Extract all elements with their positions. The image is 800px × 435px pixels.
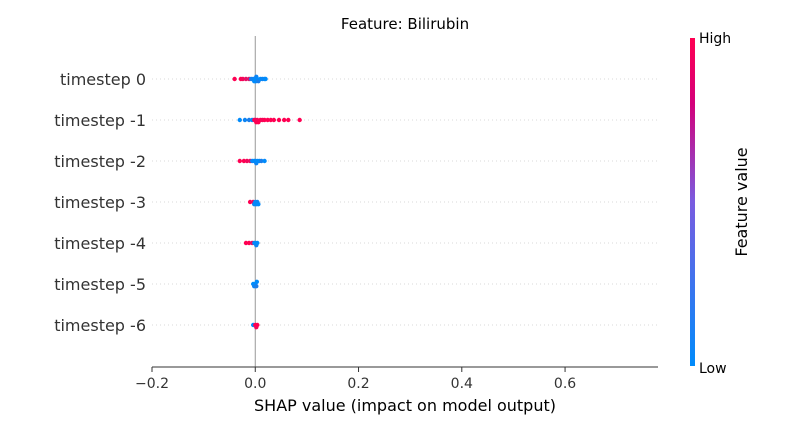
data-point bbox=[246, 240, 252, 246]
data-point bbox=[243, 76, 249, 82]
data-point bbox=[255, 240, 260, 246]
data-point bbox=[297, 117, 302, 123]
row-guides bbox=[152, 78, 658, 326]
data-point bbox=[263, 76, 268, 82]
data-point bbox=[286, 117, 291, 123]
series-points bbox=[251, 322, 260, 330]
data-point bbox=[243, 240, 249, 246]
colorbar bbox=[690, 38, 695, 366]
data-point bbox=[254, 279, 260, 284]
data-point bbox=[276, 117, 282, 123]
colorbar-low-label: Low bbox=[699, 361, 727, 377]
x-tick-label: 0.2 bbox=[347, 376, 369, 392]
data-point bbox=[255, 322, 260, 328]
x-tick-label: 0.0 bbox=[244, 376, 266, 392]
y-tick-label: timestep -2 bbox=[54, 152, 146, 171]
data-point bbox=[241, 158, 247, 164]
series-points bbox=[237, 158, 267, 166]
series-points bbox=[232, 74, 268, 84]
x-tick-label: 0.6 bbox=[554, 376, 576, 392]
chart-title: Feature: Bilirubin bbox=[341, 15, 469, 33]
x-tick-labels: −0.2 0.0 0.2 0.4 0.6 bbox=[135, 367, 576, 392]
y-tick-label: timestep 0 bbox=[60, 70, 146, 89]
y-tick-label: timestep -1 bbox=[54, 111, 146, 130]
data-point bbox=[265, 117, 270, 123]
x-axis-label: SHAP value (impact on model output) bbox=[254, 396, 556, 415]
y-tick-label: timestep -3 bbox=[54, 193, 146, 212]
series-points bbox=[243, 240, 260, 248]
data-point bbox=[268, 117, 273, 123]
data-point bbox=[262, 158, 267, 164]
data-point bbox=[237, 158, 242, 164]
data-point bbox=[244, 158, 250, 164]
data-point bbox=[256, 202, 261, 207]
data-point bbox=[237, 117, 242, 123]
data-point bbox=[232, 76, 237, 82]
y-tick-label: timestep -5 bbox=[54, 275, 146, 294]
data-point bbox=[242, 117, 248, 123]
data-point bbox=[240, 76, 246, 82]
series-points bbox=[247, 199, 261, 207]
data-point bbox=[262, 117, 267, 123]
x-tick-label: −0.2 bbox=[135, 376, 169, 392]
series-points bbox=[251, 279, 260, 289]
data-point bbox=[246, 117, 252, 123]
series-points bbox=[237, 117, 302, 125]
points-layer bbox=[232, 74, 302, 330]
y-tick-label: timestep -4 bbox=[54, 234, 146, 253]
y-tick-label: timestep -6 bbox=[54, 316, 146, 335]
data-point bbox=[271, 117, 277, 123]
colorbar-title: Feature value bbox=[732, 147, 751, 256]
x-tick-label: 0.4 bbox=[451, 376, 473, 392]
y-tick-labels: timestep 0 timestep -1 timestep -2 timestep… bbox=[54, 70, 146, 335]
colorbar-high-label: High bbox=[699, 31, 731, 47]
data-point bbox=[259, 158, 264, 164]
data-point bbox=[247, 199, 253, 205]
data-point bbox=[254, 284, 259, 289]
data-point bbox=[281, 117, 287, 123]
